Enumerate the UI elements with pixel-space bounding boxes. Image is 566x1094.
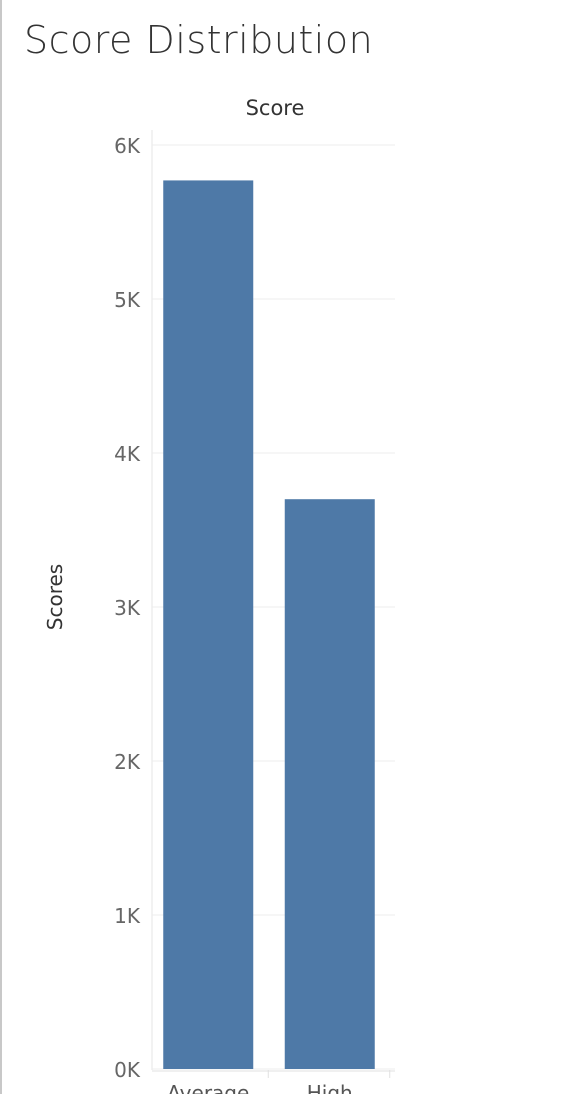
y-axis-title: Scores (43, 564, 67, 630)
x-category-label: High (307, 1081, 353, 1094)
bar[interactable] (163, 180, 254, 1070)
y-tick-label: 1K (114, 904, 141, 928)
y-tick-label: 0K (114, 1058, 141, 1082)
bars (163, 180, 375, 1070)
panel-left-border (0, 0, 2, 1094)
column-header: Score (246, 96, 305, 120)
y-axis-ticks: 0K 1K 2K 3K 4K 5K 6K (114, 134, 141, 1082)
bar[interactable] (284, 499, 375, 1069)
x-category-label: Average (167, 1081, 249, 1094)
chart-title: Score Distribution (24, 18, 374, 62)
y-tick-label: 3K (114, 596, 141, 620)
y-tick-label: 6K (114, 134, 141, 158)
x-axis-categories: Average High (167, 1070, 391, 1094)
y-tick-label: 4K (114, 442, 141, 466)
y-tick-label: 2K (114, 750, 141, 774)
y-tick-label: 5K (114, 288, 141, 312)
